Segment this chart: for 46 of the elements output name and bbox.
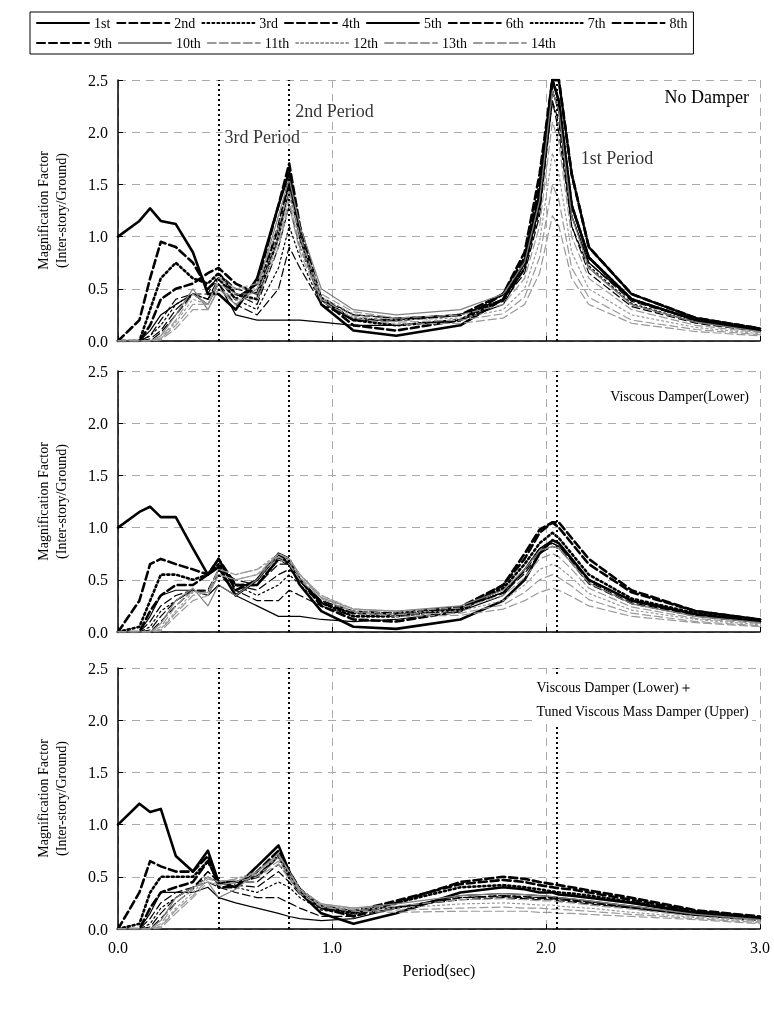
ref-line-label: 2nd Period <box>295 101 374 122</box>
legend-label: 4th <box>342 15 360 31</box>
y-tick-label: 1.0 <box>88 519 108 537</box>
legend-label: 2nd <box>174 15 196 31</box>
legend-label: 8th <box>669 15 688 31</box>
x-axis-title: Period(sec) <box>402 961 476 980</box>
x-tick-label: 1.0 <box>322 938 342 956</box>
y-tick-label: 2.0 <box>88 711 108 729</box>
legend-label: 3rd <box>259 15 279 31</box>
annotation: No Damper <box>664 87 750 107</box>
ref-line-label: 1st Period <box>580 148 654 169</box>
annotation: Viscous Damper (Lower)＋ Tuned Viscous Mass Damper (Upper) <box>536 679 750 720</box>
y-tick-label: 2.5 <box>88 71 108 89</box>
y-axis-title: Magnification Factor (Inter-story/Ground) <box>35 150 70 270</box>
legend-label: 13th <box>442 35 467 51</box>
legend-label: 7th <box>587 15 606 31</box>
legend-label: 11th <box>264 35 290 51</box>
legend-label: 14th <box>530 35 556 51</box>
x-tick-label: 0.0 <box>108 938 128 956</box>
x-tick-label: 3.0 <box>750 938 770 956</box>
legend-label: 9th <box>94 35 112 51</box>
y-tick-label: 1.0 <box>88 228 108 246</box>
y-tick-label: 0.0 <box>88 623 108 641</box>
legend-label: 1st <box>94 15 111 31</box>
y-tick-label: 1.5 <box>88 466 108 484</box>
y-tick-label: 1.0 <box>88 816 108 834</box>
y-tick-label: 0.5 <box>88 571 108 589</box>
y-tick-label: 2.5 <box>88 362 108 380</box>
y-tick-label: 2.5 <box>88 659 108 677</box>
annotation: Viscous Damper(Lower) <box>610 388 750 405</box>
legend-label: 12th <box>353 35 379 51</box>
y-tick-label: 1.5 <box>88 763 108 781</box>
x-tick-label: 2.0 <box>536 938 556 956</box>
y-axis-title: Magnification Factor (Inter-story/Ground) <box>35 441 70 561</box>
y-tick-label: 0.5 <box>88 280 108 298</box>
legend-label: 6th <box>505 15 524 31</box>
legend-label: 5th <box>423 15 442 31</box>
y-tick-label: 0.0 <box>88 332 108 350</box>
y-tick-label: 2.0 <box>88 414 108 432</box>
y-tick-label: 0.0 <box>88 920 108 938</box>
y-axis-title: Magnification Factor (Inter-story/Ground) <box>35 738 70 858</box>
y-tick-label: 1.5 <box>88 175 108 193</box>
y-tick-label: 2.0 <box>88 123 108 141</box>
y-tick-label: 0.5 <box>88 868 108 886</box>
legend-label: 10th <box>175 35 201 51</box>
ref-line-label: 3rd Period <box>224 127 301 148</box>
